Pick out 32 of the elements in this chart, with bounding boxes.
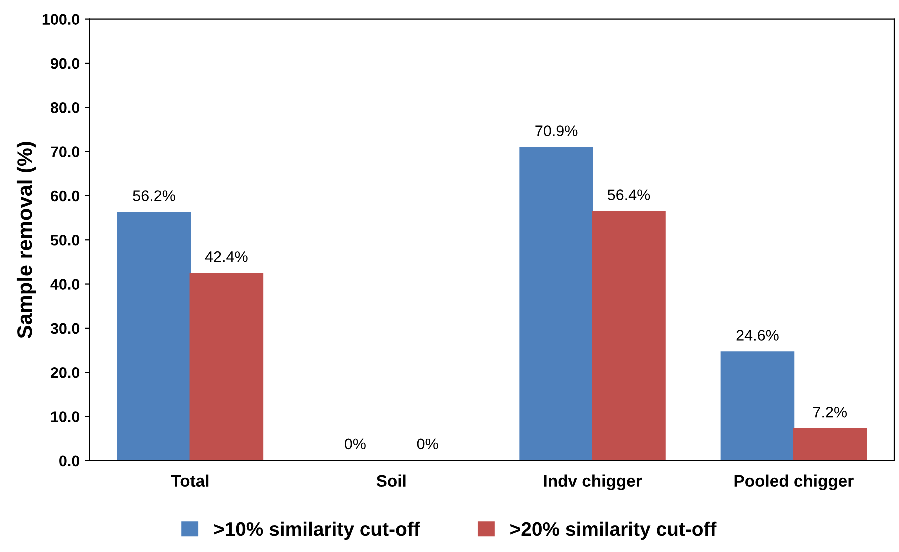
y-tick-label: 80.0 [50,102,80,114]
bar [190,272,264,461]
bar [793,428,868,461]
y-tick-label: 30.0 [50,323,80,334]
y-tick-label: 70.0 [51,146,80,158]
y-tick-label: 50.0 [50,234,80,246]
data-label: 56.4% [608,190,650,201]
y-tick-label: 90.0 [50,58,80,70]
data-label: 70.9% [536,126,578,136]
legend-label: >20% similarity cut-off [510,522,717,540]
y-tick-label: 60.0 [51,190,80,202]
data-label: 56.2% [133,190,176,202]
y-tick-label: 10.0 [51,412,80,422]
x-tick-label: Total [171,474,209,488]
data-label: 7.2% [814,406,848,418]
x-tick-label: Indv chigger [544,474,642,490]
x-tick-label: Pooled chigger [734,474,854,490]
y-tick-label: 20.0 [50,367,80,378]
bar [592,211,666,461]
x-tick-label: Soil [376,474,406,488]
data-label: 24.6% [736,330,779,341]
y-axis-title: Sample removal (%) [16,142,36,339]
y-tick-label: 40.0 [50,279,80,290]
data-label: 42.4% [205,252,248,262]
bar [117,212,192,461]
bar [520,147,594,461]
data-label: 0% [344,438,366,450]
data-label: 0% [417,438,438,450]
legend-label: >10% similarity cut-off [214,522,420,540]
bar [720,352,795,461]
y-tick-label: 0.0 [60,456,80,467]
y-tick-label: 100.0 [42,14,80,26]
